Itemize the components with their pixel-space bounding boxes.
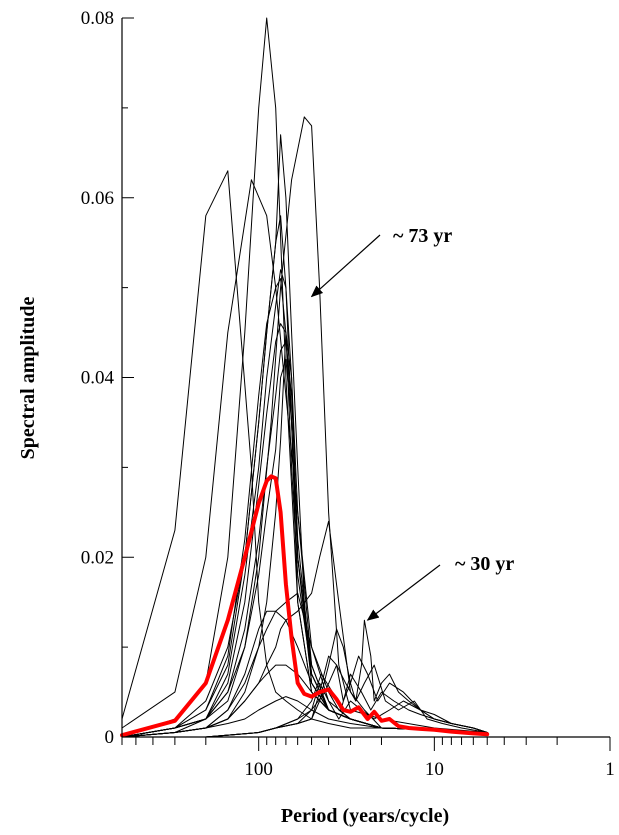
y-tick-label: 0.02 bbox=[81, 547, 114, 568]
series-line bbox=[121, 215, 488, 738]
x-tick-label: 1 bbox=[605, 759, 615, 780]
y-tick-label: 0.06 bbox=[81, 188, 114, 209]
series-layer bbox=[120, 17, 490, 738]
series-line bbox=[121, 520, 488, 738]
series-line bbox=[121, 359, 488, 738]
annotation-arrow bbox=[366, 564, 441, 621]
series-line bbox=[121, 170, 488, 733]
y-axis-title: Spectral amplitude bbox=[17, 296, 39, 459]
mean-series-line bbox=[120, 474, 490, 738]
series-line bbox=[121, 332, 488, 738]
series-line bbox=[121, 664, 488, 738]
y-tick-label: 0.04 bbox=[81, 368, 115, 389]
x-ticks: 100 10 1 bbox=[121, 737, 615, 780]
annotation-label: ~ 73 yr bbox=[393, 225, 452, 247]
y-tick-label: 0.08 bbox=[81, 8, 114, 29]
annotation-label: ~ 30 yr bbox=[455, 553, 514, 575]
x-axis-title: Period (years/cycle) bbox=[281, 805, 449, 827]
y-tick-label: 0 bbox=[105, 727, 115, 748]
series-line bbox=[121, 682, 488, 738]
series-line bbox=[121, 696, 488, 738]
y-ticks: 0 0.02 0.04 0.06 0.08 bbox=[81, 8, 134, 748]
annotation-layer: ~ 73 yr ~ 30 yr bbox=[310, 225, 514, 621]
x-tick-label: 10 bbox=[425, 759, 444, 780]
series-line bbox=[121, 655, 488, 738]
series-line bbox=[121, 341, 488, 738]
series-line bbox=[121, 323, 488, 738]
axes-layer: 100 10 1 0 0.02 0.04 0.06 0.08 bbox=[81, 8, 615, 780]
series-line bbox=[121, 17, 488, 738]
x-tick-label: 100 bbox=[244, 759, 273, 780]
series-line bbox=[121, 269, 488, 738]
annotation-arrow bbox=[310, 234, 381, 298]
